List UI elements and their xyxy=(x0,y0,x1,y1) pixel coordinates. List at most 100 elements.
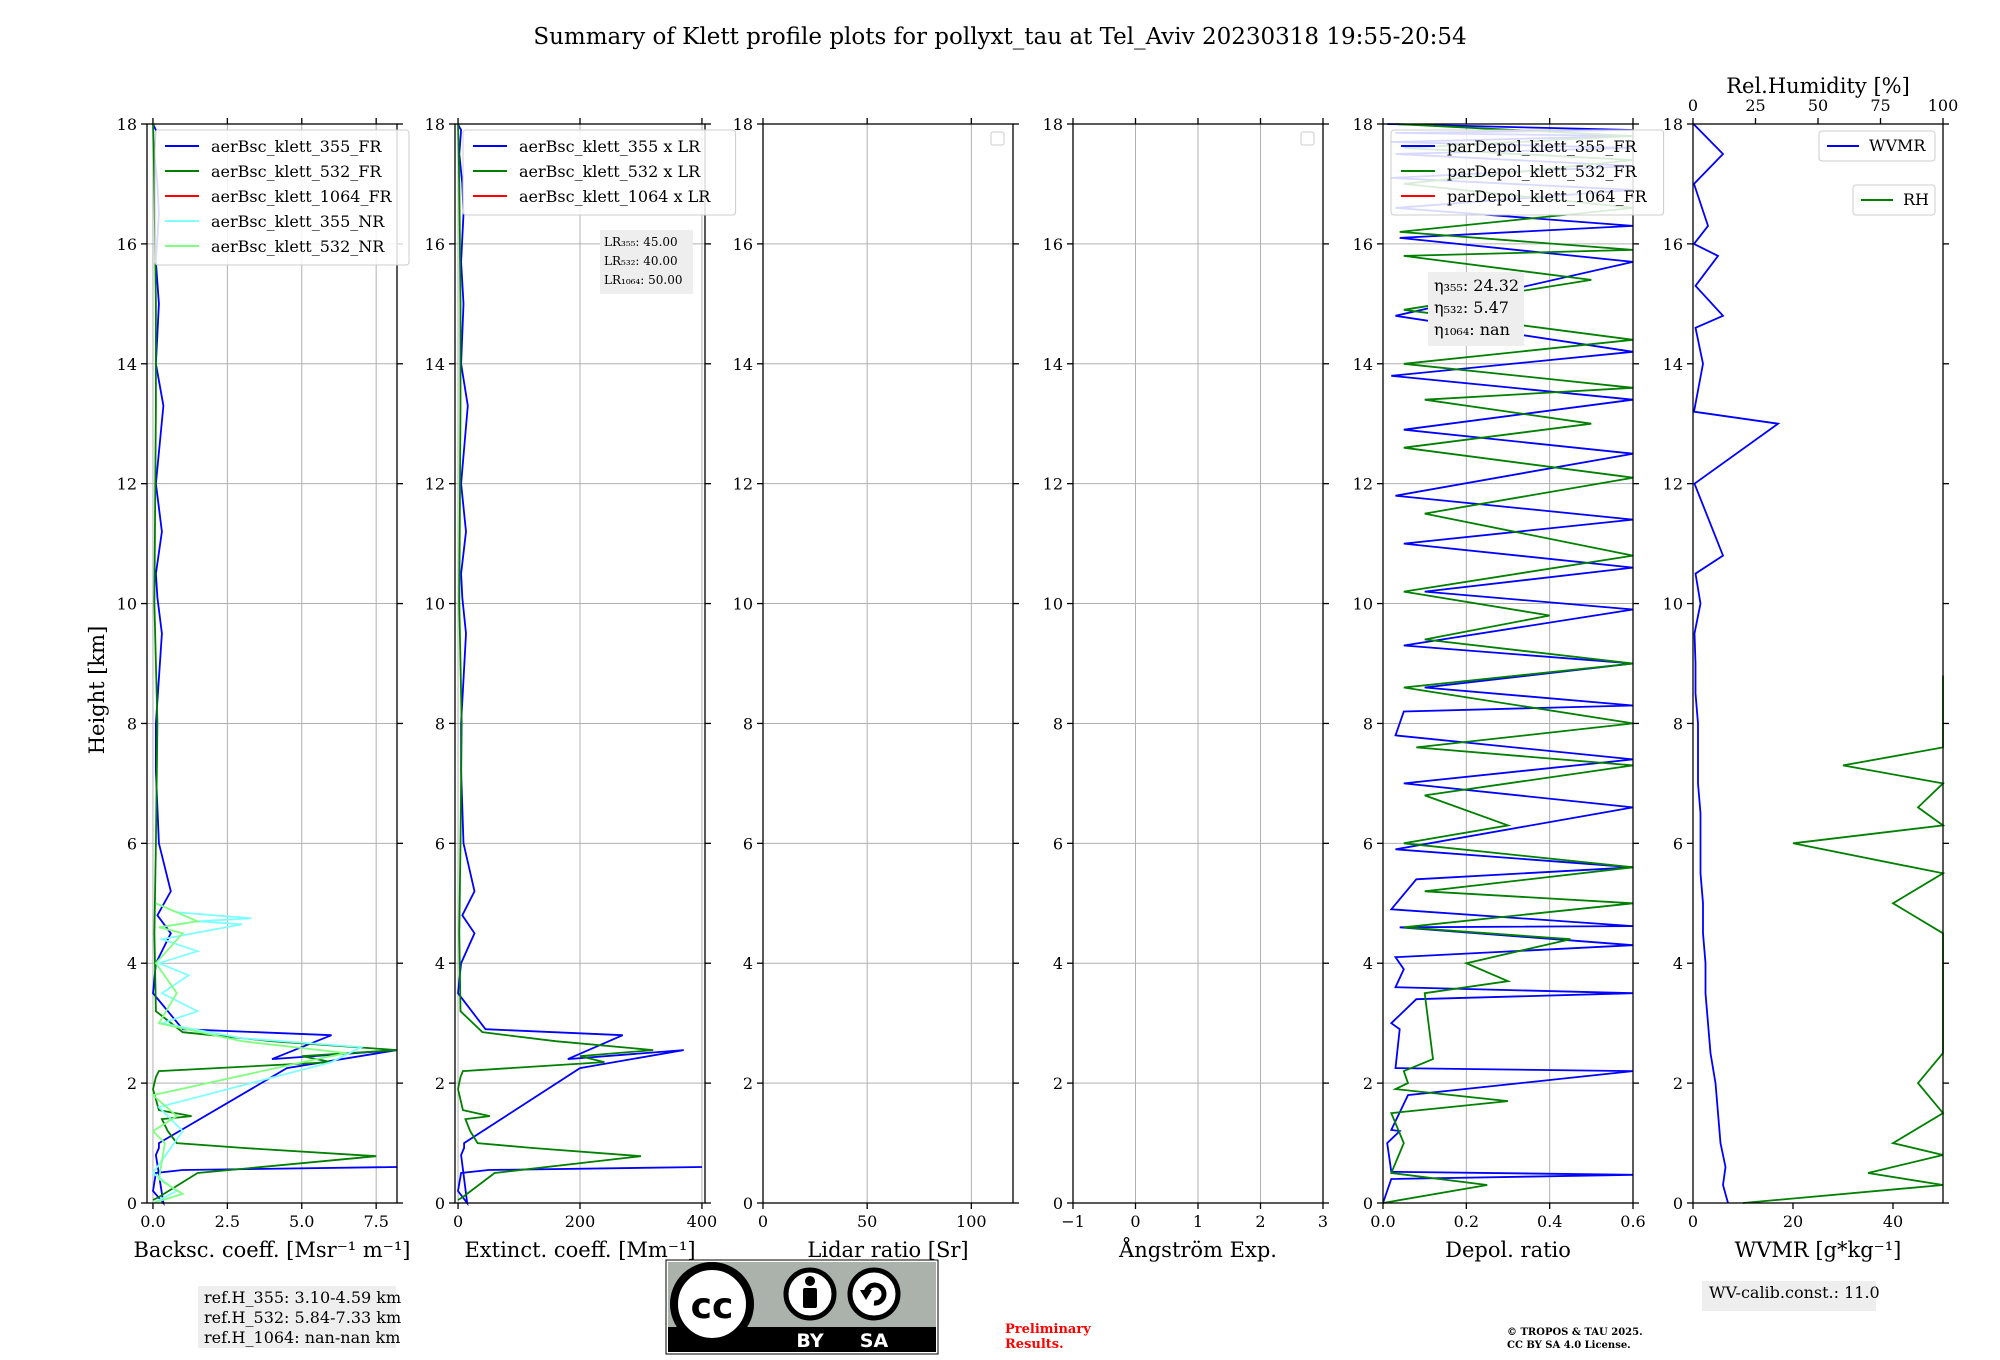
x-tick-label: 0 xyxy=(1130,1212,1140,1231)
series-line-2 xyxy=(1742,675,1946,1204)
y-tick-label: 18 xyxy=(425,115,445,134)
legend-label: aerBsc_klett_1064_FR xyxy=(211,187,393,206)
y-tick-label: 12 xyxy=(1353,475,1373,494)
legend-label: WVMR xyxy=(1869,136,1926,155)
y-tick-label: 14 xyxy=(117,355,137,374)
legend-label: aerBsc_klett_355 x LR xyxy=(519,137,701,156)
preliminary-note-line2: Results. xyxy=(1005,1337,1064,1352)
annotation-box xyxy=(1428,272,1524,346)
legend-label: aerBsc_klett_532_NR xyxy=(211,237,385,256)
y-tick-label: 0 xyxy=(1363,1194,1373,1213)
x-tick-label: 3 xyxy=(1318,1212,1328,1231)
top-x-tick-label: 50 xyxy=(1808,96,1828,115)
cc-logo-text: cc xyxy=(691,1286,734,1327)
legend-label: aerBsc_klett_532_FR xyxy=(211,162,382,181)
panel-6: 0 2 4 6 8 10 12 14 16 18 0 20 40 WVMR [g*kg⁻¹] 0 25 50 75… xyxy=(1663,74,1958,1311)
y-tick-label: 4 xyxy=(127,954,137,973)
copyright-line1: © TROPOS & TAU 2025. xyxy=(1507,1327,1643,1338)
y-tick-label: 4 xyxy=(743,954,753,973)
y-tick-label: 2 xyxy=(1673,1074,1683,1093)
annotation-line: η₁₀₆₄: nan xyxy=(1434,320,1510,339)
copyright-line2: CC BY SA 4.0 License. xyxy=(1507,1340,1631,1351)
y-tick-label: 16 xyxy=(425,235,445,254)
preliminary-note-line1: Preliminary xyxy=(1005,1322,1091,1337)
annotation-line: LR₃₅₅: 45.00 xyxy=(604,235,678,249)
panel-3: 0 2 4 6 8 10 12 14 16 18 0 50 100 Lidar ratio [Sr] xyxy=(733,115,1019,1262)
y-tick-label: 12 xyxy=(117,475,137,494)
x-tick-label: 0.0 xyxy=(1370,1212,1395,1231)
y-tick-label: 6 xyxy=(127,834,137,853)
y-tick-label: 10 xyxy=(1043,595,1063,614)
y-tick-label: 18 xyxy=(1353,115,1373,134)
y-tick-label: 14 xyxy=(733,355,753,374)
legend-label: aerBsc_klett_355_NR xyxy=(211,212,385,231)
y-tick-label: 8 xyxy=(127,714,137,733)
y-tick-label: 4 xyxy=(1053,954,1063,973)
x-tick-label: 400 xyxy=(687,1212,718,1231)
y-tick-label: 0 xyxy=(1673,1194,1683,1213)
y-tick-label: 6 xyxy=(1673,834,1683,853)
y-tick-label: 14 xyxy=(425,355,445,374)
cc-logo-icon xyxy=(670,1262,754,1346)
legend-label: RH xyxy=(1903,190,1929,209)
y-tick-label: 2 xyxy=(1053,1074,1063,1093)
panel-1: 0 2 4 6 8 10 12 14 16 18 0.0 2.5 5.0 7.5 Backsc. coeff… xyxy=(117,115,411,1348)
y-tick-label: 10 xyxy=(1353,595,1373,614)
y-tick-label: 18 xyxy=(1663,115,1683,134)
x-tick-label: 1 xyxy=(1193,1212,1203,1231)
x-tick-label: 100 xyxy=(956,1212,987,1231)
axes-frame xyxy=(762,123,1014,1204)
y-tick-label: 14 xyxy=(1353,355,1373,374)
series-line-1 xyxy=(1692,123,1781,1204)
top-axis-label: Rel.Humidity [%] xyxy=(1726,74,1910,98)
x-axis-label: Lidar ratio [Sr] xyxy=(807,1238,968,1262)
y-tick-label: 16 xyxy=(117,235,137,254)
annotation-line: η₅₃₂: 5.47 xyxy=(1434,298,1509,317)
annotation-line: ref.H_355: 3.10-4.59 km xyxy=(204,1288,401,1307)
y-tick-label: 16 xyxy=(1043,235,1063,254)
y-tick-label: 2 xyxy=(435,1074,445,1093)
annotation-line: LR₅₃₂: 40.00 xyxy=(604,254,678,268)
annotation-line: WV-calib.const.: 11.0 xyxy=(1709,1283,1880,1302)
series-line-2 xyxy=(457,123,654,1201)
panel-2: 0 2 4 6 8 10 12 14 16 18 0 200 400 Extinct. coeff. [M… xyxy=(425,115,737,1262)
annotation-box xyxy=(198,1286,396,1348)
figure-title: Summary of Klett profile plots for polly… xyxy=(533,24,1466,50)
y-tick-label: 18 xyxy=(1043,115,1063,134)
y-tick-label: 10 xyxy=(733,595,753,614)
y-tick-label: 10 xyxy=(117,595,137,614)
y-tick-label: 16 xyxy=(1663,235,1683,254)
x-tick-label: 2 xyxy=(1255,1212,1265,1231)
x-tick-label: 50 xyxy=(857,1212,877,1231)
axes-frame xyxy=(1692,123,1944,1204)
y-tick-label: 6 xyxy=(435,834,445,853)
x-axis-label: Backsc. coeff. [Msr⁻¹ m⁻¹] xyxy=(134,1238,411,1262)
y-tick-label: 0 xyxy=(435,1194,445,1213)
x-tick-label: 0.6 xyxy=(1620,1212,1645,1231)
y-tick-label: 18 xyxy=(117,115,137,134)
annotation-line: ref.H_1064: nan-nan km xyxy=(204,1328,400,1347)
y-tick-label: 4 xyxy=(1673,954,1683,973)
y-tick-label: 2 xyxy=(1363,1074,1373,1093)
legend-label: aerBsc_klett_1064 x LR xyxy=(519,187,711,206)
legend-box xyxy=(1390,129,1665,216)
annotation-box xyxy=(600,230,693,294)
y-tick-label: 12 xyxy=(1663,475,1683,494)
x-tick-label: 20 xyxy=(1783,1212,1803,1231)
y-tick-label: 6 xyxy=(743,834,753,853)
top-x-tick-label: 25 xyxy=(1745,96,1765,115)
legend-label: aerBsc_klett_532 x LR xyxy=(519,162,701,181)
x-tick-label: 7.5 xyxy=(363,1212,388,1231)
cc-license-badge: cc BY SA xyxy=(665,1259,939,1355)
annotation-line: η₃₅₅: 24.32 xyxy=(1434,276,1519,295)
y-tick-label: 10 xyxy=(1663,595,1683,614)
y-axis-label: Height [km] xyxy=(85,626,109,755)
axes-frame xyxy=(1382,123,1634,1204)
series-line-2 xyxy=(1382,123,1634,1204)
attribution-icon xyxy=(783,1267,837,1321)
annotation-box xyxy=(1702,1281,1876,1311)
x-tick-label: 0 xyxy=(1688,1212,1698,1231)
legend-box xyxy=(462,129,737,216)
